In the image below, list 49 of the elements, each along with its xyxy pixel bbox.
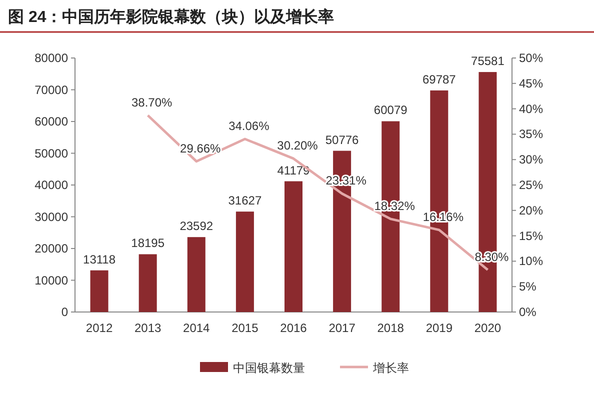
y2-tick-label: 15% xyxy=(519,228,544,243)
x-tick-label: 2020 xyxy=(474,321,502,335)
y2-tick-label: 10% xyxy=(519,254,544,268)
legend-label: 中国银幕数量 xyxy=(233,361,305,375)
data-label: 38.70% xyxy=(131,95,173,110)
y2-tick-label: 25% xyxy=(519,178,544,192)
legend-label: 增长率 xyxy=(372,361,409,375)
x-tick-label: 2018 xyxy=(377,321,404,335)
y2-tick-label: 45% xyxy=(519,76,544,90)
y2-tick-label: 30% xyxy=(519,152,544,167)
x-tick-label: 2019 xyxy=(426,321,453,335)
data-label: 30.20% xyxy=(277,138,318,153)
bar xyxy=(90,270,108,312)
data-label: 69787 xyxy=(422,72,456,86)
x-tick-label: 2014 xyxy=(183,321,210,335)
bar xyxy=(236,212,254,312)
data-label: 50776 xyxy=(325,132,360,147)
data-label: 13118 xyxy=(83,252,116,266)
x-tick-label: 2016 xyxy=(280,321,308,335)
data-label: 34.06% xyxy=(228,118,270,133)
y-tick-label: 70000 xyxy=(34,82,68,97)
x-tick-label: 2012 xyxy=(86,321,113,335)
y2-tick-label: 20% xyxy=(519,203,544,218)
bar xyxy=(284,181,302,312)
x-tick-label: 2015 xyxy=(232,321,259,335)
bar xyxy=(138,254,157,312)
y2-tick-label: 5% xyxy=(519,280,537,294)
x-tick-label: 2013 xyxy=(134,321,162,335)
y-tick-label: 60000 xyxy=(34,114,68,128)
data-label: 60079 xyxy=(374,103,408,118)
data-label: 18195 xyxy=(131,236,165,250)
y-tick-label: 80000 xyxy=(34,51,68,65)
data-label: 29.66% xyxy=(180,141,222,156)
bar xyxy=(187,237,206,312)
y2-tick-label: 40% xyxy=(519,102,544,116)
y-tick-label: 0 xyxy=(61,305,68,319)
data-label: 31627 xyxy=(228,194,262,208)
data-label: 75581 xyxy=(471,54,505,68)
y-tick-label: 30000 xyxy=(34,210,68,224)
y2-tick-label: 35% xyxy=(519,127,544,142)
y-tick-label: 10000 xyxy=(34,273,68,288)
chart-title: 图 24：中国历年影院银幕数（块）以及增长率 xyxy=(8,7,334,26)
y2-tick-label: 50% xyxy=(519,51,544,65)
y-tick-label: 40000 xyxy=(34,178,68,192)
data-label: 23592 xyxy=(180,219,214,234)
y-tick-label: 50000 xyxy=(34,146,68,160)
y-tick-label: 20000 xyxy=(34,242,68,256)
x-tick-label: 2017 xyxy=(328,321,356,335)
y2-tick-label: 0% xyxy=(519,305,537,319)
